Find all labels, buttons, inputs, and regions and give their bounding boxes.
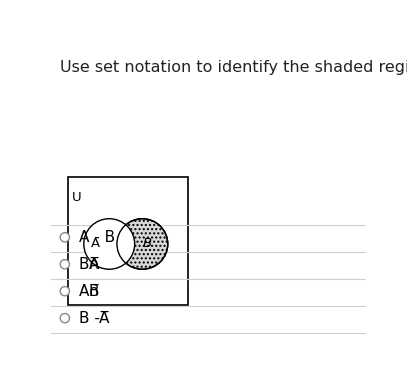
Text: Use set notation to identify the shaded region.: Use set notation to identify the shaded … — [60, 60, 407, 75]
Bar — [68, 177, 188, 305]
Circle shape — [60, 313, 70, 323]
Text: A: A — [91, 237, 100, 251]
Text: U: U — [72, 191, 82, 204]
Text: B: B — [142, 237, 151, 251]
Circle shape — [60, 286, 70, 296]
Text: B̅: B̅ — [89, 284, 99, 299]
Text: B -: B - — [79, 311, 105, 326]
Circle shape — [60, 233, 70, 242]
Text: A̅: A̅ — [89, 257, 99, 272]
Text: A̅: A̅ — [99, 311, 109, 326]
Circle shape — [60, 260, 70, 269]
Text: A∩: A∩ — [79, 284, 100, 299]
Text: B∩: B∩ — [79, 257, 101, 272]
Circle shape — [84, 219, 135, 269]
Circle shape — [117, 219, 168, 269]
Text: A - B: A - B — [79, 230, 115, 245]
